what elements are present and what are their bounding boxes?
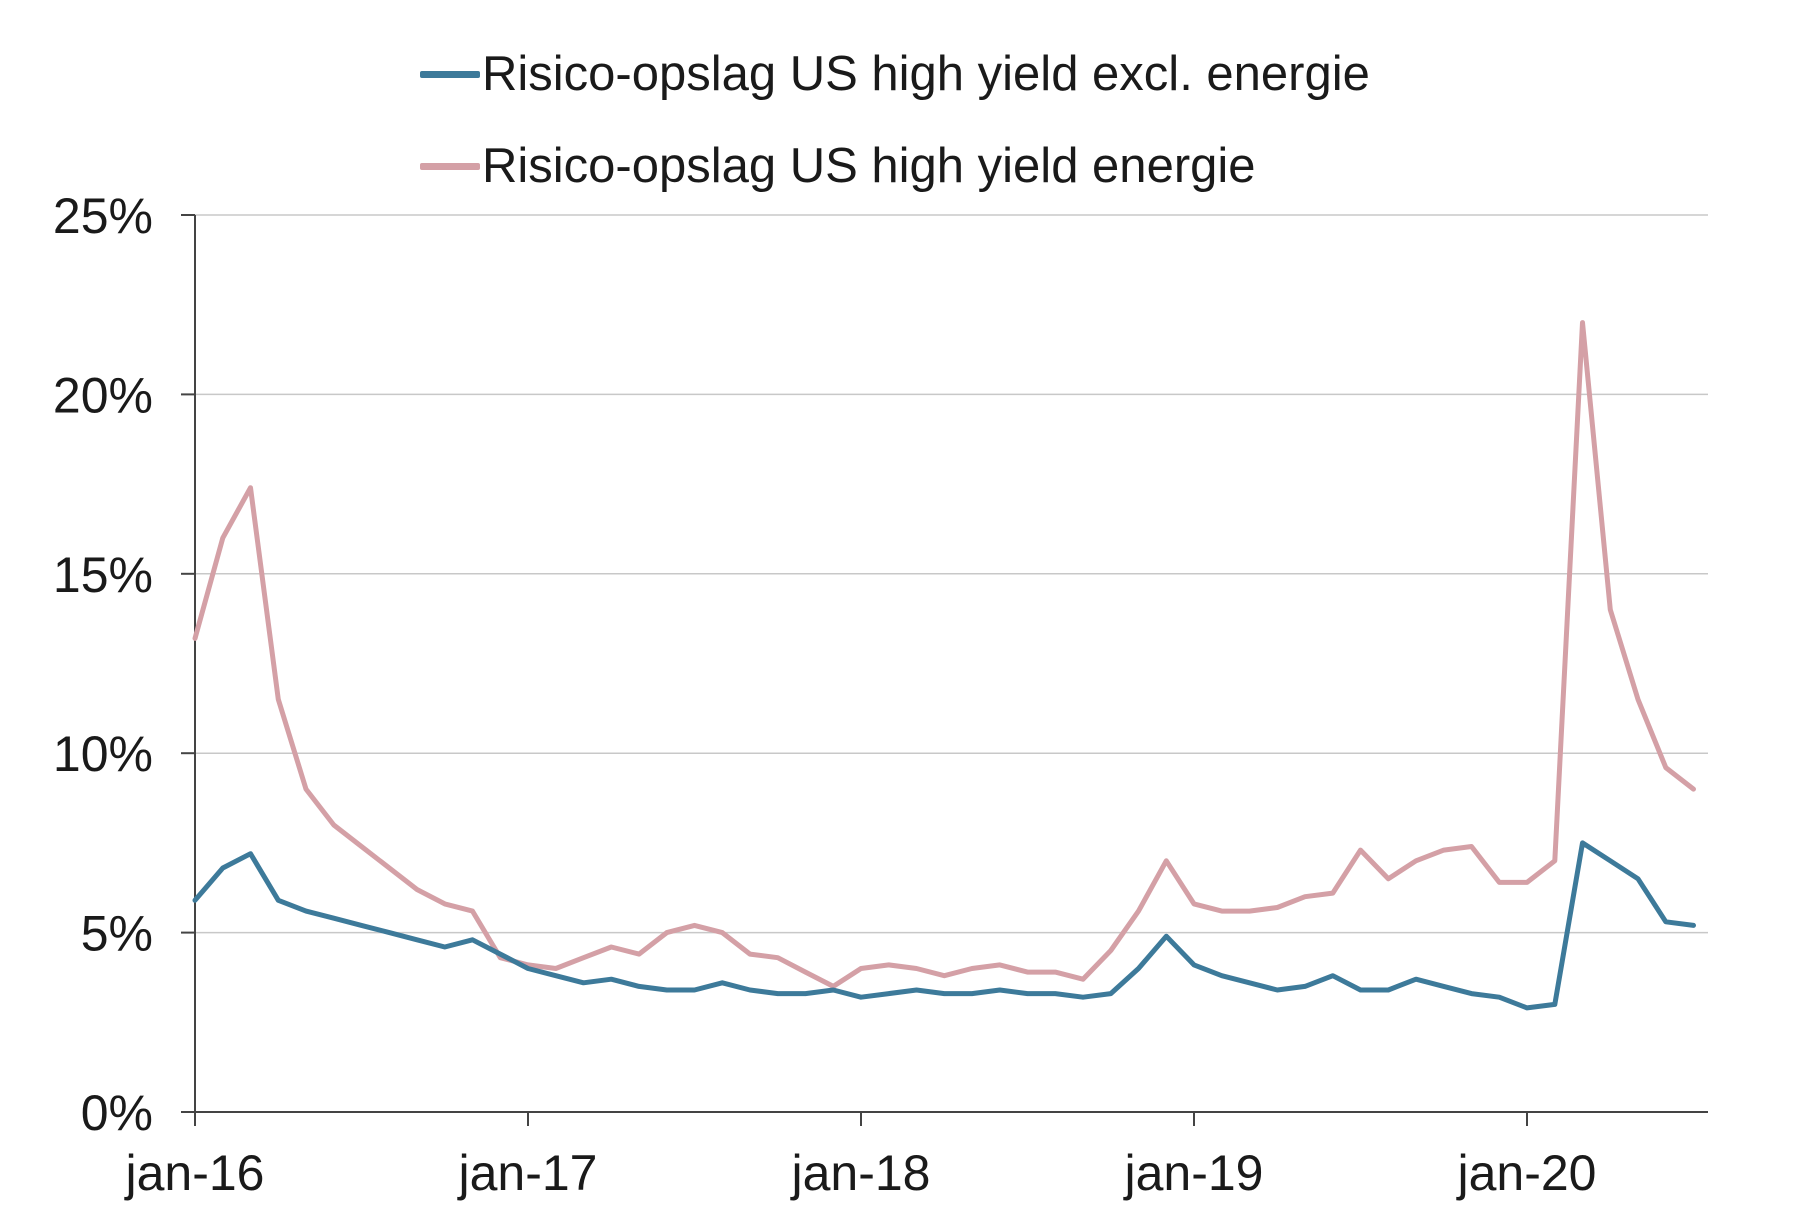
x-tick-label: jan-16 bbox=[124, 1145, 265, 1201]
y-tick-label: 0% bbox=[81, 1085, 153, 1141]
legend-swatch-energy bbox=[420, 162, 480, 170]
legend-label-excl-energy: Risico-opslag US high yield excl. energi… bbox=[482, 46, 1370, 101]
y-axis-tick-labels: 0% 5% 10% 15% 20% 25% bbox=[53, 188, 153, 1141]
x-axis-tick-labels: jan-16 jan-17 jan-18 jan-19 jan-20 bbox=[124, 1145, 1597, 1201]
legend: Risico-opslag US high yield excl. energi… bbox=[420, 28, 1370, 212]
y-tick-label: 20% bbox=[53, 367, 153, 423]
series-line-excl-energy bbox=[192, 840, 1696, 1011]
y-tick-label: 5% bbox=[81, 906, 153, 962]
x-tick-label: jan-20 bbox=[1456, 1145, 1597, 1201]
legend-item-energy: Risico-opslag US high yield energie bbox=[420, 120, 1370, 212]
x-tick-label: jan-17 bbox=[457, 1145, 598, 1201]
legend-label-energy: Risico-opslag US high yield energie bbox=[482, 138, 1256, 193]
x-tick-label: jan-19 bbox=[1123, 1145, 1264, 1201]
axes bbox=[181, 214, 1708, 1126]
legend-item-excl-energy: Risico-opslag US high yield excl. energi… bbox=[420, 28, 1370, 120]
series-lines bbox=[192, 320, 1696, 1011]
legend-swatch-excl-energy bbox=[420, 70, 480, 78]
y-tick-label: 10% bbox=[53, 726, 153, 782]
x-tick-label: jan-18 bbox=[790, 1145, 931, 1201]
series-line-energy bbox=[192, 320, 1696, 989]
gridlines bbox=[195, 214, 1708, 934]
y-tick-label: 15% bbox=[53, 547, 153, 603]
y-tick-label: 25% bbox=[53, 188, 153, 244]
